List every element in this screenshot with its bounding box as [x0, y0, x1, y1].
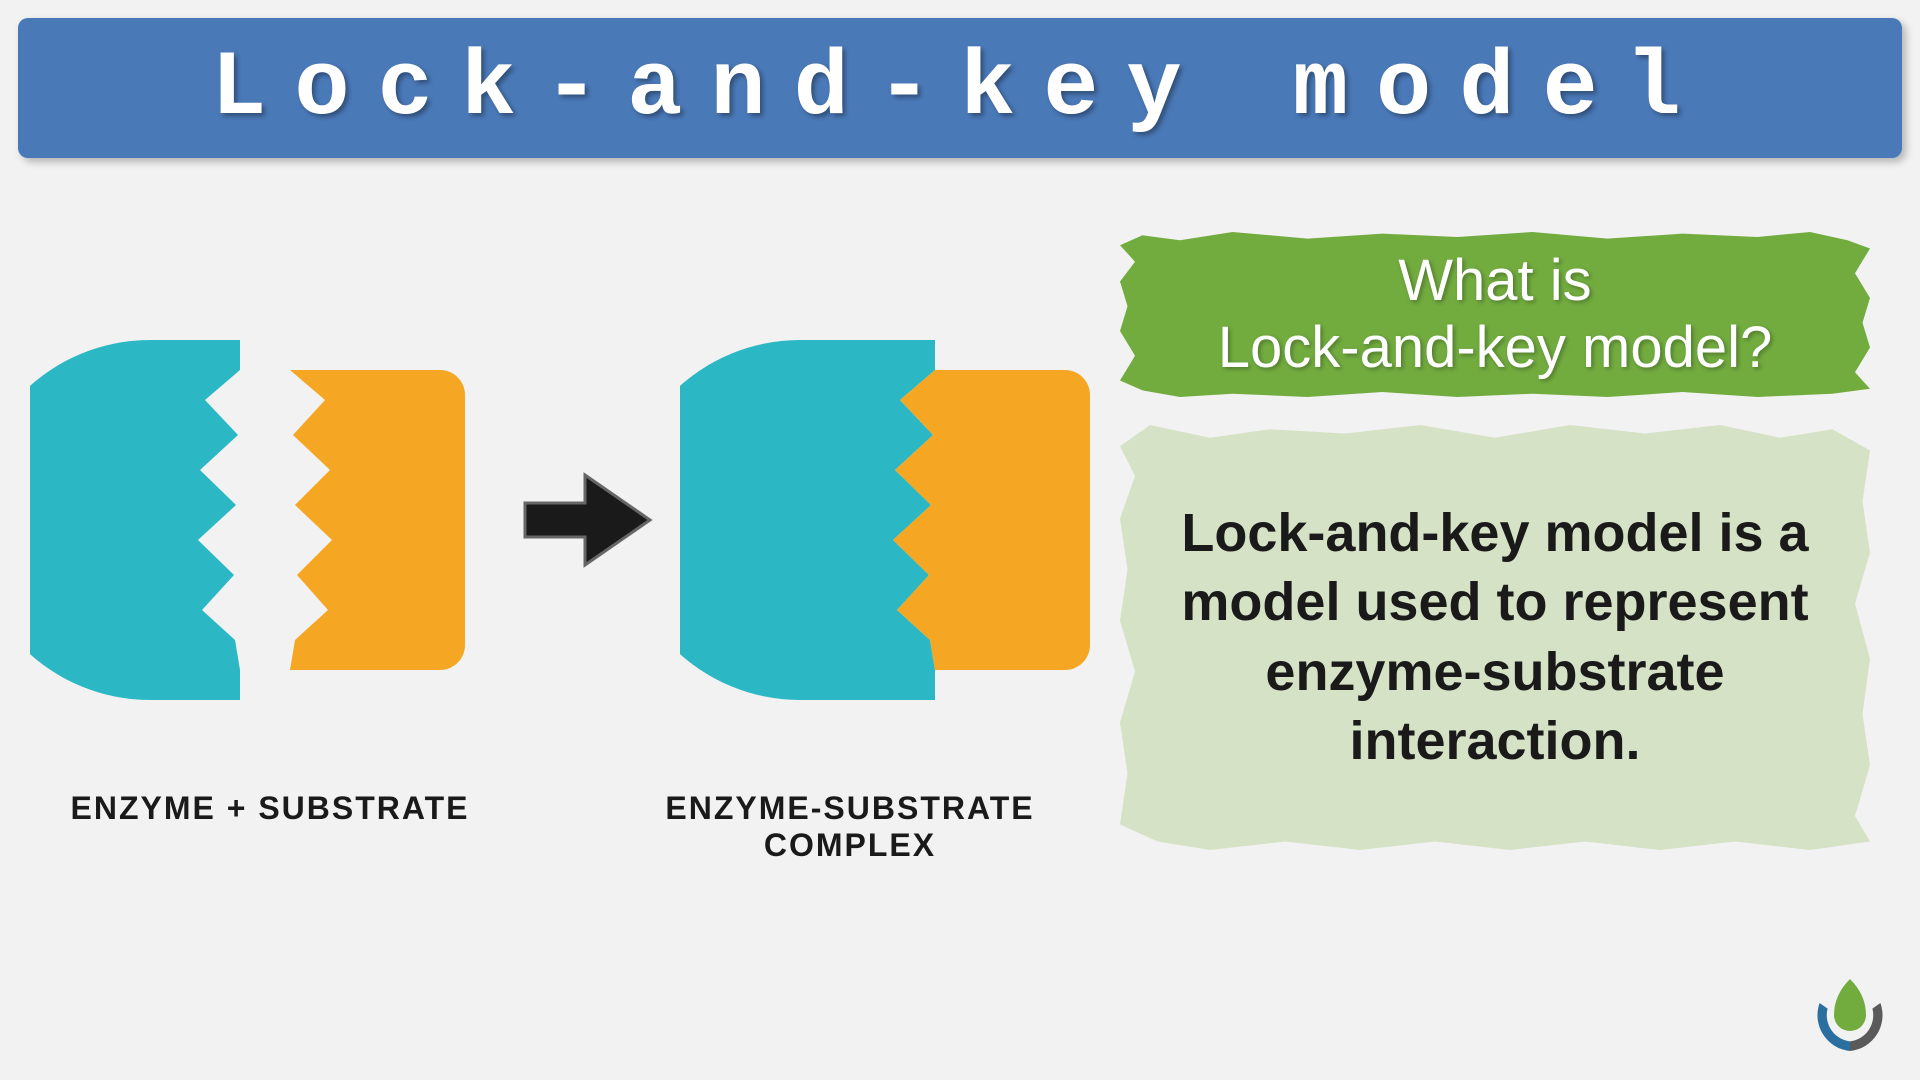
definition-text: Lock-and-key model is a model used to re… [1150, 499, 1840, 775]
label-enzyme-substrate: ENZYME + SUBSTRATE [30, 790, 510, 827]
question-panel: What isLock-and-key model? [1120, 232, 1870, 397]
definition-panel: Lock-and-key model is a model used to re… [1120, 425, 1870, 850]
enzyme-substrate-complex [680, 340, 1100, 700]
page-title: Lock-and-key model [211, 36, 1709, 141]
enzyme-shape-left [30, 340, 260, 700]
label-complex: ENZYME-SUBSTRATE COMPLEX [590, 790, 1110, 864]
brand-logo-icon [1810, 975, 1890, 1055]
arrow-icon [515, 465, 655, 575]
substrate-shape-left [290, 350, 480, 690]
diagram-area: ENZYME + SUBSTRATE ENZYME-SUBSTRATE COMP… [30, 250, 1110, 850]
header-bar: Lock-and-key model [18, 18, 1902, 158]
question-text: What isLock-and-key model? [1218, 248, 1773, 381]
